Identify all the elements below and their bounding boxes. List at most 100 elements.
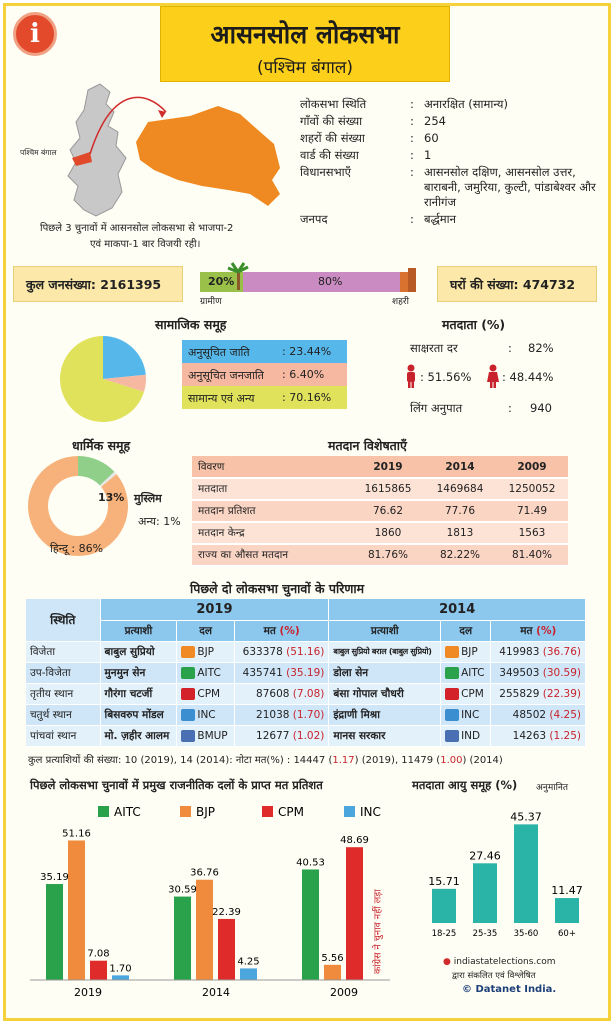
age-tick-label: 25-35 <box>473 929 498 939</box>
party-name: AITC <box>197 666 221 679</box>
votes-value: 633378 <box>242 645 283 658</box>
result-status: पांचवां स्थान <box>26 725 101 747</box>
credit-dot-icon: ● <box>443 957 451 967</box>
social-label: सामान्य एवं अन्य <box>188 392 255 405</box>
bar-inc-2014 <box>240 968 257 980</box>
result-party: IND <box>440 725 492 747</box>
age-bar <box>473 863 497 923</box>
info-sep: : <box>410 165 414 179</box>
party-symbol-icon <box>181 645 196 658</box>
votes-percent: (1.02) <box>292 729 325 742</box>
credit-line2: द्वारा संकलित एवं विश्लेषित <box>452 971 536 981</box>
bar-value-label: 36.76 <box>190 868 219 879</box>
ratio-label: लिंग अनुपात <box>410 401 463 415</box>
votes-value: 12677 <box>256 729 290 742</box>
result-votes: 435741 (35.19) <box>234 662 330 684</box>
other-value: 1% <box>163 515 181 528</box>
voting-cell: 2019 <box>352 456 424 479</box>
party-symbol-icon <box>181 666 196 679</box>
voting-label: मतदान प्रतिशत <box>192 500 352 523</box>
voting-row: मतदान प्रतिशत 76.62 77.76 71.49 <box>192 500 568 523</box>
total-population-box: कुल जनसंख्या: 2161395 <box>13 266 183 302</box>
party-symbol-icon <box>181 729 196 742</box>
party-name: INC <box>461 708 480 721</box>
results-header-years: स्थिति 2019 2014 <box>26 599 586 642</box>
col-party: दल <box>440 620 492 642</box>
pointer-arrow <box>89 96 167 155</box>
bar-value-label: 7.08 <box>87 949 109 960</box>
rural-percent: 20% <box>208 275 235 288</box>
urban-rural-bar: 20% 80% <box>200 272 415 292</box>
party-name: BMUP <box>197 729 228 742</box>
age-value-label: 11.47 <box>551 884 583 897</box>
result-candidate: इंद्राणी मिश्रा <box>328 704 442 726</box>
hindu-text: हिन्दू : 86% <box>50 541 103 556</box>
results-year-2019: 2019 <box>100 599 330 621</box>
results-year-2014: 2014 <box>328 599 586 621</box>
results-table: स्थिति 2019 2014 प्रत्याशी दल मत (%) प्रत्याशी… <box>26 599 586 747</box>
col-candidate: प्रत्याशी <box>100 620 178 642</box>
result-votes: 419983 (36.76) <box>490 641 586 663</box>
info-label: विधानसभाएँ <box>300 165 352 179</box>
votes-value: 87608 <box>256 687 290 700</box>
info-value: आसनसोल दक्षिण, आसनसोल उत्तर, बाराबनी, जम… <box>424 165 596 209</box>
result-candidate: बाबुल सुप्रियो बराल (बाबुल सुप्रियो) <box>328 641 442 663</box>
col-party: दल <box>176 620 235 642</box>
bar-bjp-2014 <box>196 879 213 980</box>
hindu-label: हिन्दू : <box>50 542 76 555</box>
urban-label: शहरी <box>392 297 409 307</box>
votes-value: 435741 <box>242 666 283 679</box>
social-value-text: 23.44% <box>289 345 332 358</box>
party-symbol-icon <box>445 729 460 742</box>
party-name: BJP <box>197 645 214 658</box>
voting-cell: 76.62 <box>352 500 424 523</box>
votes-value: 14263 <box>512 729 547 742</box>
party-name: IND <box>461 729 481 742</box>
legend-swatch <box>98 806 109 817</box>
bar-value-label: 30.59 <box>168 885 197 896</box>
total-population-label: कुल जनसंख्या: <box>26 277 96 292</box>
social-label: अनुसूचित जनजाति <box>188 369 264 382</box>
party-name: CPM <box>197 687 221 700</box>
x-tick-label: 2014 <box>202 986 230 999</box>
voting-cell: 81.40% <box>496 544 568 567</box>
party-symbol-icon <box>445 666 460 679</box>
votes-value: 255829 <box>499 687 540 700</box>
social-legend: अनुसूचित जाति: 23.44% अनुसूचित जनजाति: 6.… <box>182 340 347 409</box>
age-chart-note: अनुमानित <box>536 783 569 793</box>
social-pie <box>59 336 146 422</box>
legend-label: INC <box>360 805 381 819</box>
col-votes: मत (%) <box>234 620 330 642</box>
bar-cpm-2014 <box>218 918 235 980</box>
result-party: BJP <box>440 641 492 663</box>
pie-slice <box>59 336 145 422</box>
party-symbol-icon <box>181 687 196 700</box>
legend-swatch <box>262 806 273 817</box>
pie-slice <box>103 336 146 379</box>
social-legend-item: अनुसूचित जाति: 23.44% <box>182 340 347 363</box>
results-row: चतुर्थ स्थान बिसवरुप मोंडल INC 21038 (1.70)… <box>26 704 586 726</box>
credit-site[interactable]: indiastatelections.com <box>453 957 556 967</box>
voting-cell: 71.49 <box>496 500 568 523</box>
social-legend-item: सामान्य एवं अन्य: 70.16% <box>182 386 347 409</box>
age-value-label: 15.71 <box>428 875 460 888</box>
info-label: गाँवों की संख्या <box>300 114 363 128</box>
info-sep: : <box>410 212 414 226</box>
result-votes: 349503 (30.59) <box>490 662 586 684</box>
voting-title: मतदान विशेषताएँ <box>328 438 407 453</box>
result-party: INC <box>440 704 492 726</box>
party-name: BJP <box>461 645 478 658</box>
info-sep: : <box>410 97 414 111</box>
voting-cell: 2014 <box>424 456 496 479</box>
voting-label: राज्य का औसत मतदान <box>192 544 352 567</box>
voting-cell: 1615865 <box>352 478 424 501</box>
bar-cpm-2009 <box>346 847 363 980</box>
info-value: बर्द्धमान <box>424 212 456 226</box>
party-vote-chart: AITC BJP CPM INC 35.19 51.16 7.081.70 2019 30.5… <box>30 805 390 999</box>
page-title: आसनसोल लोकसभा <box>210 20 400 49</box>
result-candidate: बाबुल सुप्रियो <box>100 641 178 663</box>
legend-label: AITC <box>114 805 141 819</box>
voting-header-row: विवरण 2019 2014 2009 <box>192 456 568 479</box>
footer-nota-2014: 1.00 <box>440 755 463 766</box>
ratio-value: 940 <box>530 401 552 415</box>
